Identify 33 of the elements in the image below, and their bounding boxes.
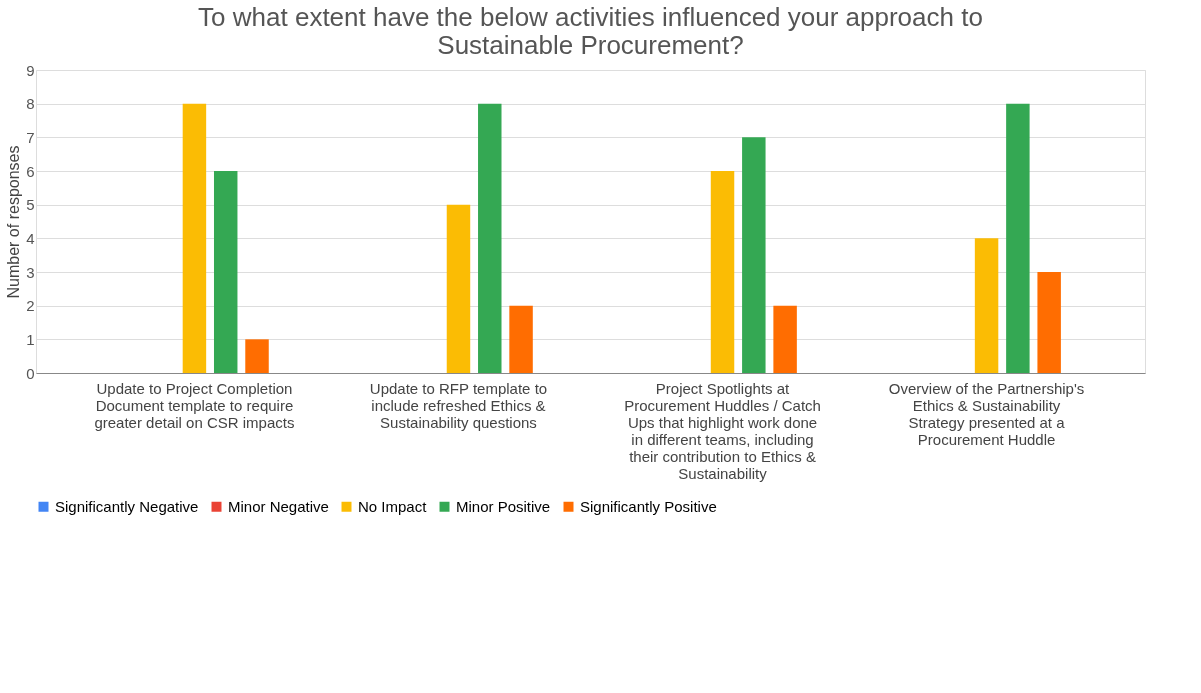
bar bbox=[509, 305, 533, 373]
y-tick-label: 9 bbox=[26, 61, 35, 79]
x-tick-label: Overview of the Partnership's Ethics & Sustainability Strategy presented at a Procurement Huddle bbox=[888, 379, 1085, 448]
y-tick-label: 3 bbox=[26, 263, 35, 281]
y-tick-label: 8 bbox=[26, 95, 35, 113]
bar bbox=[742, 137, 766, 373]
legend-label: Significantly Negative bbox=[55, 497, 199, 515]
bar bbox=[974, 238, 999, 373]
bar bbox=[446, 204, 471, 373]
legend-label: Significantly Positive bbox=[580, 497, 717, 515]
y-tick-label: 4 bbox=[26, 229, 35, 247]
y-tick-label: 5 bbox=[26, 196, 35, 214]
y-axis-title: Number of responses bbox=[5, 145, 23, 299]
x-tick-label: Update to RFP template to include refreshed Ethics & Sustainability questions bbox=[369, 379, 548, 431]
legend-label: Minor Negative bbox=[228, 497, 329, 515]
bar bbox=[1037, 272, 1061, 373]
bar bbox=[773, 305, 797, 373]
y-tick-label: 6 bbox=[26, 162, 35, 180]
chart-title: To what extent have the below activities influenced your approach to Sustainable Procurement? bbox=[198, 2, 983, 60]
legend-label: Minor Positive bbox=[456, 497, 551, 515]
y-tick-label: 7 bbox=[26, 128, 35, 146]
bar bbox=[213, 171, 238, 373]
x-tick-label: Update to Project Completion Document template to require greater detail on CSR impacts bbox=[94, 379, 295, 431]
bar bbox=[182, 103, 207, 373]
bar bbox=[710, 171, 735, 373]
legend-label: No Impact bbox=[358, 497, 428, 515]
x-tick-label: Project Spotlights at Procurement Huddles / Catch Ups that highlight work done in different teams, including their contribution to Ethics & Sustainability bbox=[624, 379, 821, 482]
bar bbox=[1006, 103, 1030, 373]
bar bbox=[478, 103, 502, 373]
y-tick-label: 0 bbox=[26, 364, 35, 382]
y-tick-label: 2 bbox=[26, 297, 35, 315]
y-tick-label: 1 bbox=[26, 330, 35, 348]
bar bbox=[245, 339, 269, 373]
